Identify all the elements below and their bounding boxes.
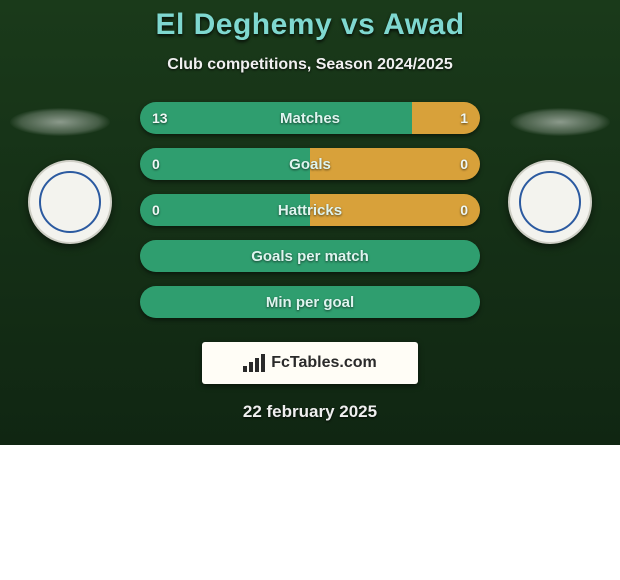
stat-label: Min per goal (266, 294, 354, 311)
club-badge-right-inner (519, 171, 581, 233)
stats-arena: 13 1 Matches 0 0 Goals 0 0 Hattricks Goals per ma… (0, 102, 620, 332)
stat-rows: 13 1 Matches 0 0 Goals 0 0 Hattricks Goals per ma… (140, 102, 480, 318)
brand-bar (249, 362, 253, 372)
player-shadow-right (510, 108, 610, 136)
brand-box: FcTables.com (202, 342, 418, 384)
brand-bar (243, 366, 247, 372)
stat-value-left: 13 (152, 110, 168, 126)
stat-label: Goals per match (251, 248, 369, 265)
brand-bar (255, 358, 259, 372)
stat-row: 0 0 Goals (140, 148, 480, 180)
stat-label: Hattricks (278, 202, 342, 219)
stat-row: Min per goal (140, 286, 480, 318)
stat-bar-right (310, 148, 480, 180)
comparison-card: El Deghemy vs Awad Club competitions, Se… (0, 0, 620, 445)
stat-row: Goals per match (140, 240, 480, 272)
club-badge-left (28, 160, 112, 244)
stat-value-left: 0 (152, 202, 160, 218)
page-title: El Deghemy vs Awad (0, 8, 620, 42)
club-badge-left-inner (39, 171, 101, 233)
player-shadow-left (10, 108, 110, 136)
stat-value-left: 0 (152, 156, 160, 172)
brand-bar (261, 354, 265, 372)
club-badge-right (508, 160, 592, 244)
subtitle: Club competitions, Season 2024/2025 (0, 56, 620, 74)
stat-label: Matches (280, 110, 340, 127)
stat-value-right: 0 (460, 156, 468, 172)
stat-row: 13 1 Matches (140, 102, 480, 134)
stat-label: Goals (289, 156, 331, 173)
stat-bar-right (412, 102, 480, 134)
brand-text: FcTables.com (271, 354, 377, 372)
stat-value-right: 1 (460, 110, 468, 126)
stat-bar-left (140, 148, 310, 180)
brand-bars-icon (243, 354, 265, 372)
stat-row: 0 0 Hattricks (140, 194, 480, 226)
date-label: 22 february 2025 (0, 402, 620, 422)
blank-area (0, 445, 620, 580)
stat-bar-left (140, 102, 412, 134)
stat-value-right: 0 (460, 202, 468, 218)
